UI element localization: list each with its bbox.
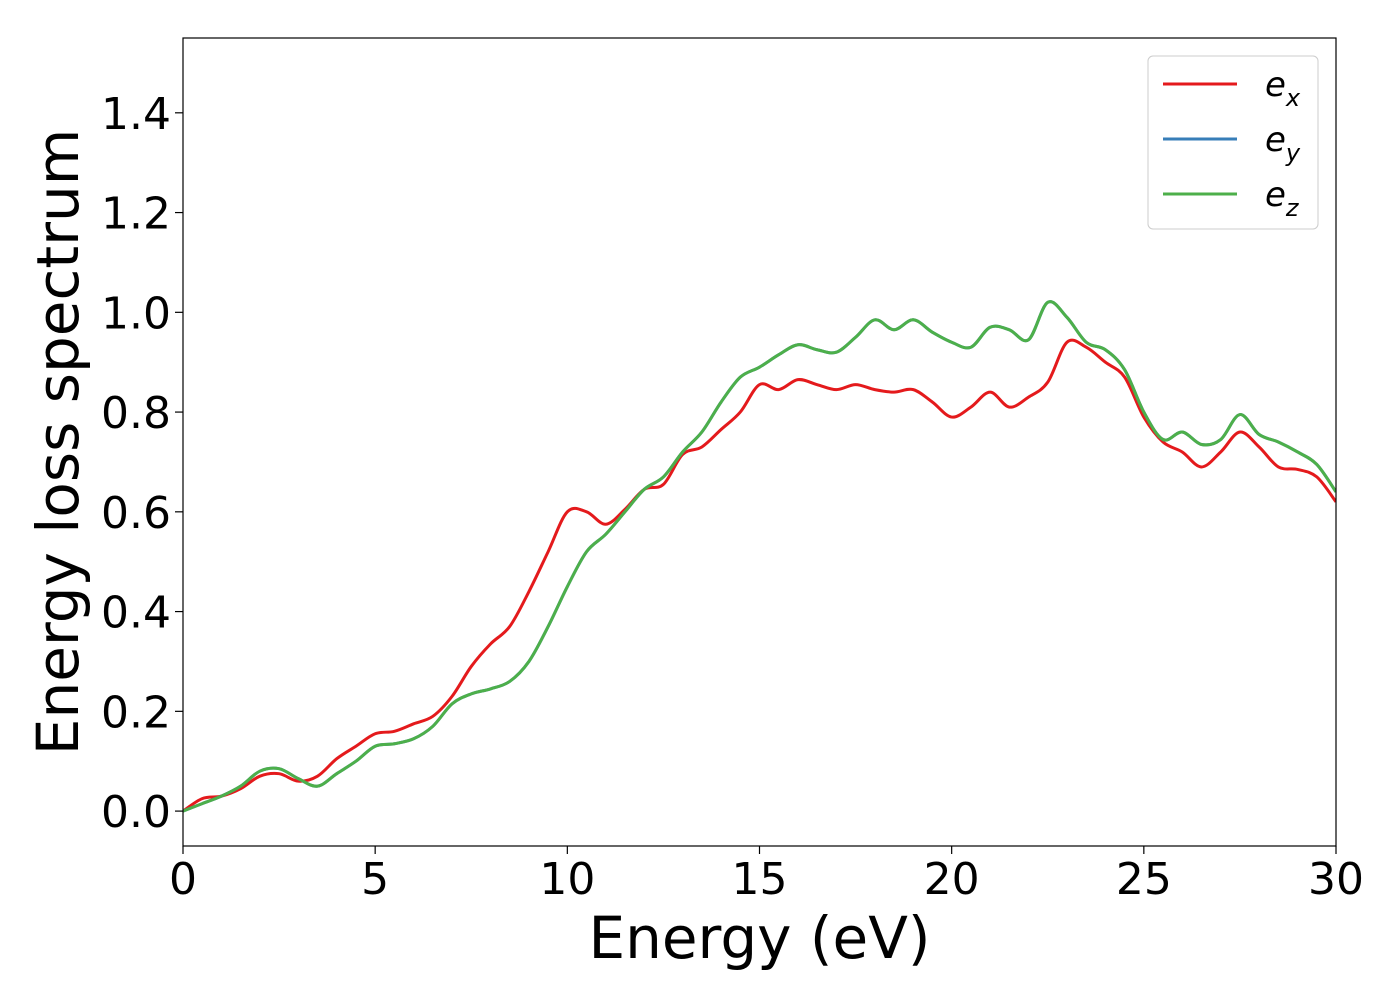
y-tick-label: 0.4 [101, 588, 171, 639]
x-tick-label: 25 [1116, 854, 1172, 905]
legend-box [1147, 55, 1319, 230]
x-tick-label: 0 [169, 854, 197, 905]
x-tick-label: 30 [1308, 854, 1364, 905]
x-tick-label: 10 [539, 854, 595, 905]
legend-label: ey [1265, 120, 1301, 167]
y-tick-label: 1.2 [101, 189, 171, 240]
y-tick-label: 0.6 [101, 488, 171, 539]
y-tick-label: 1.0 [101, 288, 171, 339]
x-axis-label: Energy (eV) [588, 904, 930, 972]
x-tick-label: 15 [732, 854, 788, 905]
legend: ex ey ez [1147, 55, 1319, 230]
x-axis-ticks: 0 5 10 15 20 25 30 [169, 846, 1364, 905]
legend-label: ez [1265, 175, 1300, 222]
legend-items: ex ey ez [1163, 65, 1301, 222]
series-line-ex [183, 338, 1336, 813]
x-tick-label: 20 [924, 854, 980, 905]
series-line-ey [183, 300, 1336, 813]
y-tick-label: 0.8 [101, 388, 171, 439]
y-axis-label: Energy loss spectrum [24, 129, 92, 755]
y-tick-label: 1.4 [101, 89, 171, 140]
y-axis-ticks: 0.0 0.2 0.4 0.6 0.8 1.0 1.2 1.4 [101, 89, 183, 838]
series-layer [183, 300, 1336, 813]
legend-label: ex [1265, 65, 1301, 112]
x-tick-label: 5 [361, 854, 389, 905]
y-tick-label: 0.0 [101, 787, 171, 838]
y-tick-label: 0.2 [101, 687, 171, 738]
series-line-ez [183, 300, 1336, 813]
